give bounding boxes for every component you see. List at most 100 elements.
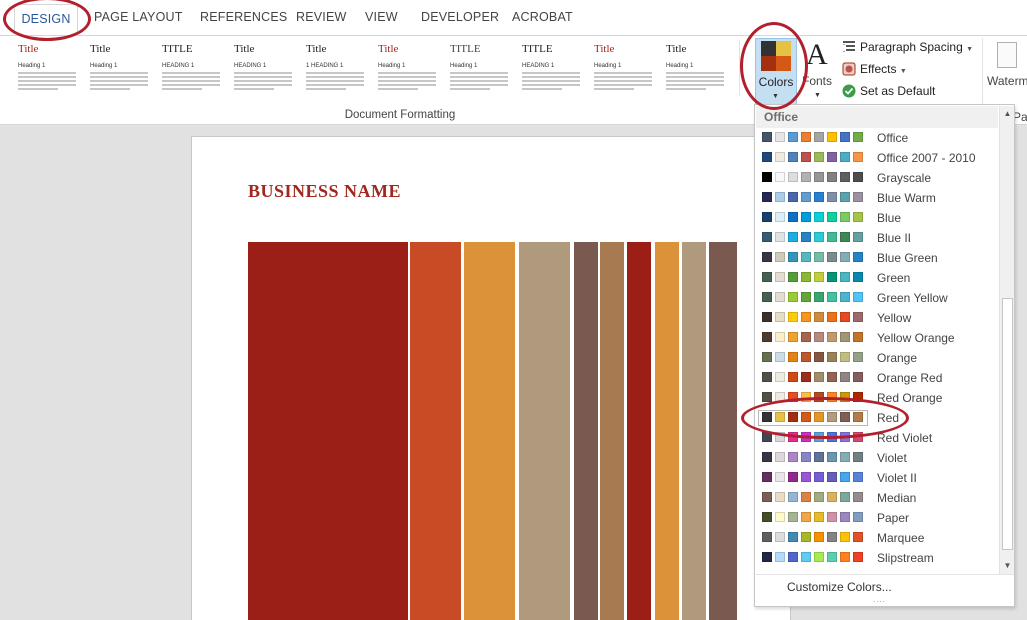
tab-view[interactable]: VIEW <box>365 10 398 24</box>
set-as-default-button[interactable]: Set as Default <box>840 81 980 101</box>
scroll-up-arrow-icon[interactable]: ▲ <box>1003 109 1012 118</box>
tab-page-layout[interactable]: PAGE LAYOUT <box>94 10 183 24</box>
color-swatch <box>853 432 863 442</box>
color-swatch <box>853 352 863 362</box>
color-scheme-item[interactable]: Office 2007 - 2010 <box>756 148 997 168</box>
color-scheme-swatches <box>759 311 867 325</box>
color-scheme-item[interactable]: Blue Green <box>756 248 997 268</box>
fonts-button[interactable]: A Fonts ▼ <box>800 38 836 106</box>
color-swatch <box>853 152 863 162</box>
gallery-scroll[interactable] <box>739 40 751 96</box>
color-swatch <box>801 152 811 162</box>
color-swatch <box>775 192 785 202</box>
color-scheme-swatches <box>759 371 867 385</box>
color-swatch <box>827 292 837 302</box>
style-set-thumbnail[interactable]: Title HEADING 1 <box>230 39 298 97</box>
tab-developer[interactable]: DEVELOPER <box>421 10 500 24</box>
color-swatch <box>788 552 798 562</box>
color-scheme-item[interactable]: Green <box>756 268 997 288</box>
color-swatch <box>814 192 824 202</box>
document-page[interactable]: BUSINESS NAME <box>191 136 791 620</box>
color-swatch <box>801 312 811 322</box>
style-set-thumbnail[interactable]: Title Heading 1 <box>662 39 730 97</box>
color-swatch <box>827 232 837 242</box>
tab-acrobat[interactable]: ACROBAT <box>512 10 573 24</box>
style-set-title: TITLE <box>450 43 481 55</box>
style-set-text-line <box>522 72 580 74</box>
color-swatch <box>827 452 837 462</box>
color-stripe <box>410 242 461 620</box>
tab-design[interactable]: DESIGN <box>14 4 78 34</box>
color-scheme-item[interactable]: Green Yellow <box>756 288 997 308</box>
scroll-thumb[interactable] <box>1002 298 1013 550</box>
tab-references[interactable]: REFERENCES <box>200 10 288 24</box>
color-scheme-item[interactable]: Yellow <box>756 308 997 328</box>
dropdown-scrollbar[interactable]: ▲ ▼ <box>999 106 1014 574</box>
color-swatch <box>801 212 811 222</box>
color-scheme-item[interactable]: Office <box>756 128 997 148</box>
color-swatch <box>775 372 785 382</box>
style-set-text-line <box>162 72 220 74</box>
style-set-heading: HEADING 1 <box>522 63 555 69</box>
color-swatch <box>827 432 837 442</box>
watermark-button[interactable]: Waterm <box>982 38 1027 106</box>
color-scheme-item[interactable]: Violet <box>756 448 997 468</box>
page-color-label-partial: Pag <box>1013 110 1027 124</box>
style-set-thumbnail[interactable]: Title 1 HEADING 1 <box>302 39 370 97</box>
color-scheme-swatches <box>759 191 867 205</box>
color-swatch <box>762 552 772 562</box>
colors-dropdown: Office Office Office 2007 - 2010 Grayscale… <box>754 104 1015 607</box>
color-scheme-item[interactable]: Yellow Orange <box>756 328 997 348</box>
style-set-thumbnail[interactable]: Title Heading 1 <box>590 39 658 97</box>
style-set-text-line <box>90 76 148 78</box>
style-set-text-line <box>90 80 148 82</box>
color-scheme-item[interactable]: Paper <box>756 508 997 528</box>
style-set-thumbnail[interactable]: TITLE HEADING 1 <box>158 39 226 97</box>
style-set-text-line <box>90 72 148 74</box>
color-scheme-item[interactable]: Blue II <box>756 228 997 248</box>
color-scheme-item[interactable]: Marquee <box>756 528 997 548</box>
style-set-heading: Heading 1 <box>450 63 478 69</box>
style-set-thumbnail[interactable]: Title Heading 1 <box>14 39 82 97</box>
style-set-thumbnail[interactable]: TITLE HEADING 1 <box>518 39 586 97</box>
color-scheme-item[interactable]: Slipstream <box>756 548 997 568</box>
color-scheme-item[interactable]: Red <box>756 408 997 428</box>
color-swatch <box>801 352 811 362</box>
paragraph-spacing-button[interactable]: Paragraph Spacing ▼ <box>840 37 980 57</box>
color-scheme-item[interactable]: Red Violet <box>756 428 997 448</box>
color-scheme-item[interactable]: Orange <box>756 348 997 368</box>
color-scheme-item[interactable]: Orange Red <box>756 368 997 388</box>
style-set-heading: HEADING 1 <box>234 63 267 69</box>
group-label-document-formatting: Document Formatting <box>344 109 456 121</box>
chevron-down-icon: ▼ <box>814 92 821 99</box>
color-scheme-name: Office <box>877 131 909 145</box>
color-scheme-item[interactable]: Blue <box>756 208 997 228</box>
color-swatch <box>788 432 798 442</box>
scroll-down-arrow-icon[interactable]: ▼ <box>1003 561 1012 570</box>
color-swatch <box>814 432 824 442</box>
color-scheme-item[interactable]: Violet II <box>756 468 997 488</box>
style-set-thumbnail[interactable]: TITLE Heading 1 <box>446 39 514 97</box>
color-scheme-item[interactable]: Grayscale <box>756 168 997 188</box>
tab-review[interactable]: REVIEW <box>296 10 347 24</box>
business-name-heading[interactable]: BUSINESS NAME <box>248 181 402 201</box>
color-swatch <box>840 212 850 222</box>
color-swatch <box>814 272 824 282</box>
color-swatch <box>801 492 811 502</box>
color-swatch <box>762 272 772 282</box>
color-scheme-item[interactable]: Red Orange <box>756 388 997 408</box>
color-scheme-item[interactable]: Median <box>756 488 997 508</box>
watermark-label: Waterm <box>987 74 1027 88</box>
color-swatch <box>788 272 798 282</box>
color-swatch <box>840 252 850 262</box>
color-scheme-swatches <box>759 471 867 485</box>
resize-handle-icon[interactable]: .... <box>873 595 886 604</box>
customize-colors-button[interactable]: Customize Colors... <box>787 580 892 594</box>
colors-button[interactable]: Colors ▼ <box>755 38 797 106</box>
style-set-thumbnail[interactable]: Title Heading 1 <box>374 39 442 97</box>
color-swatch <box>814 252 824 262</box>
effects-button[interactable]: Effects ▼ <box>840 59 980 79</box>
style-set-thumbnail[interactable]: Title Heading 1 <box>86 39 154 97</box>
color-swatch <box>801 172 811 182</box>
color-scheme-item[interactable]: Blue Warm <box>756 188 997 208</box>
